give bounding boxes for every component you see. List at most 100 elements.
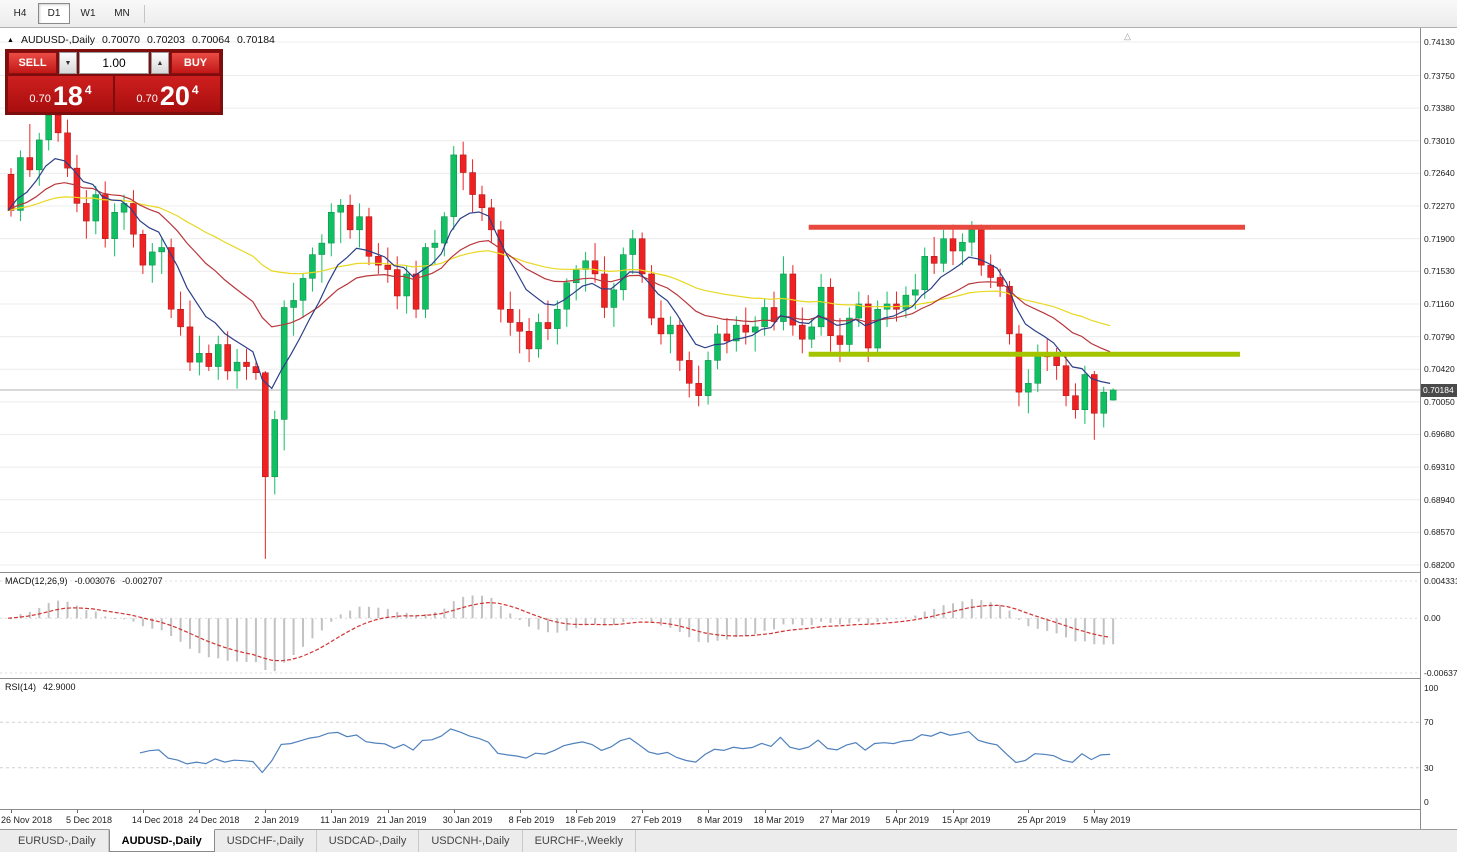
date-label: 30 Jan 2019 (442, 815, 493, 825)
axis-label: 100 (1424, 683, 1439, 693)
date-label: 11 Jan 2019 (320, 815, 370, 825)
chevron-down-icon: ▼ (64, 59, 72, 67)
date-label: 5 May 2019 (1083, 815, 1131, 825)
sell-price-pips: 18 (52, 81, 83, 111)
date-label: 8 Mar 2019 (697, 815, 743, 825)
axis-label: 0.70790 (1424, 331, 1455, 342)
date-tick (1028, 810, 1030, 813)
axis-label: 0.68570 (1424, 527, 1455, 538)
tab-audusd-daily[interactable]: AUDUSD-,Daily (108, 829, 215, 852)
rsi-value: 42.9000 (43, 682, 76, 692)
chart-tab-bar: EURUSD-,Daily AUDUSD-,Daily USDCHF-,Dail… (0, 829, 1457, 852)
sell-price-display[interactable]: 0.70 18 4 (8, 76, 113, 112)
axis-label: 0.73750 (1424, 70, 1455, 81)
lot-increase-button[interactable]: ▲ (151, 52, 169, 74)
current-price-tag: 0.70184 (1421, 384, 1457, 398)
date-label: 27 Mar 2019 (819, 815, 871, 825)
rsi-name: RSI(14) (5, 682, 37, 692)
axis-label: 0.72270 (1424, 201, 1455, 212)
price-axis[interactable]: 0.74130 0.73750 0.73380 0.73010 0.72640 0.722… (1420, 28, 1457, 829)
lot-size-input[interactable] (79, 52, 149, 74)
date-tick (830, 810, 832, 813)
axis-label: 0.68200 (1424, 560, 1455, 570)
date-tick (142, 810, 144, 813)
buy-price-point: 4 (191, 83, 199, 97)
tab-usdchf-daily[interactable]: USDCHF-,Daily (215, 830, 317, 852)
axis-label: 0.71900 (1424, 233, 1455, 244)
date-tick (896, 810, 898, 813)
date-tick (387, 810, 389, 813)
date-tick (76, 810, 78, 813)
axis-label: 0.73010 (1424, 135, 1455, 146)
lot-decrease-button[interactable]: ▼ (59, 52, 77, 74)
date-tick (576, 810, 578, 813)
period-button-h4[interactable]: H4 (13, 8, 27, 19)
buy-price-pips: 20 (159, 81, 190, 111)
axis-label: 0.69310 (1424, 462, 1455, 473)
rsi-label-row: RSI(14) 42.9000 (5, 682, 76, 692)
date-label: 24 Dec 2018 (188, 815, 240, 825)
date-label: 25 Apr 2019 (1017, 815, 1066, 825)
macd-name: MACD(12,26,9) (5, 576, 68, 586)
date-label: 15 Apr 2019 (942, 815, 991, 825)
buy-price-prefix: 0.70 (136, 93, 158, 105)
quote-high: 0.70203 (147, 34, 185, 46)
axis-label: 0.68940 (1424, 494, 1455, 505)
axis-label: 0.74130 (1424, 37, 1455, 47)
tab-eurchf-weekly[interactable]: EURCHF-,Weekly (523, 830, 636, 852)
date-tick (953, 810, 954, 813)
rsi-chart[interactable] (0, 679, 1420, 809)
macd-chart[interactable] (0, 573, 1420, 678)
axis-label: 0 (1424, 797, 1429, 807)
axis-label: 0.00 (1424, 613, 1441, 624)
quote-low: 0.70064 (191, 34, 230, 46)
chevron-up-icon: ▲ (156, 59, 164, 67)
period-button-w1[interactable]: W1 (80, 8, 96, 19)
axis-label: 0.70420 (1424, 364, 1455, 375)
tab-usdcad-daily[interactable]: USDCAD-,Daily (317, 830, 420, 852)
date-label: 14 Dec 2018 (131, 815, 183, 825)
date-axis[interactable]: 26 Nov 2018 5 Dec 2018 14 Dec 2018 24 Dec 2… (0, 809, 1420, 830)
quote-open: 0.70070 (102, 34, 140, 46)
macd-signal-value: -0.002707 (122, 576, 163, 586)
sell-button[interactable]: SELL (8, 52, 57, 74)
date-label: 18 Feb 2019 (565, 815, 616, 825)
rsi-pane[interactable]: RSI(14) 42.9000 (0, 678, 1420, 809)
price-chart-pane[interactable]: ▲ AUDUSD-,Daily 0.70070 0.70203 0.70064 … (0, 28, 1420, 572)
date-label: 8 Feb 2019 (508, 815, 555, 825)
buy-price-display[interactable]: 0.70 20 4 (115, 76, 220, 112)
buy-button[interactable]: BUY (171, 52, 220, 74)
macd-main-value: -0.003076 (74, 576, 116, 586)
axis-label: 0.72640 (1424, 168, 1455, 179)
macd-label-row: MACD(12,26,9) -0.003076 -0.002707 (5, 576, 163, 586)
sell-price-point: 4 (84, 83, 92, 97)
date-tick (519, 810, 521, 813)
axis-label: 0.004331 (1424, 576, 1457, 586)
tab-eurusd-daily[interactable]: EURUSD-,Daily (6, 830, 109, 852)
period-toolbar: H4 D1 W1 MN (0, 0, 1457, 28)
axis-label: 70 (1424, 717, 1434, 728)
date-label: 27 Feb 2019 (631, 815, 682, 825)
date-tick (642, 810, 644, 813)
chart-shift-marker-icon: △ (1124, 31, 1131, 41)
candlestick-chart[interactable] (0, 28, 1420, 572)
macd-pane[interactable]: MACD(12,26,9) -0.003076 -0.002707 (0, 572, 1420, 678)
date-label: 21 Jan 2019 (376, 815, 427, 825)
period-button-mn[interactable]: MN (114, 8, 130, 19)
axis-label: -0.00637 (1424, 668, 1457, 678)
axis-label: 0.71530 (1424, 266, 1455, 277)
date-tick (708, 810, 710, 813)
date-tick (11, 810, 12, 813)
date-label: 18 Mar 2019 (753, 815, 805, 825)
tab-usdcnh-daily[interactable]: USDCNH-,Daily (419, 830, 523, 852)
date-tick (453, 810, 455, 813)
date-tick (764, 810, 766, 813)
period-button-d1[interactable]: D1 (38, 3, 70, 24)
symbol-name: AUDUSD-,Daily (20, 34, 96, 46)
date-tick (199, 810, 201, 813)
chart-window: ▲ AUDUSD-,Daily 0.70070 0.70203 0.70064 … (0, 28, 1457, 852)
date-label: 2 Jan 2019 (254, 815, 299, 825)
axis-label: 30 (1424, 762, 1434, 773)
axis-label: 0.70050 (1424, 396, 1455, 407)
date-tick (1094, 810, 1096, 813)
